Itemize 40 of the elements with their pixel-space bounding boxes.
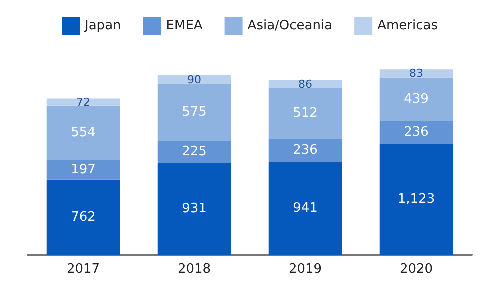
- data-label: 1,123: [398, 192, 436, 208]
- bar: [380, 121, 454, 144]
- bar: [380, 78, 454, 122]
- data-label: 575: [182, 105, 207, 120]
- bar: [268, 88, 342, 139]
- data-label: 90: [188, 73, 202, 86]
- data-label: 941: [293, 201, 318, 216]
- x-tick-label: 2018: [178, 262, 212, 277]
- legend-label: Americas: [378, 18, 438, 34]
- bar: [158, 76, 232, 84]
- bar: [380, 70, 454, 78]
- bar: [46, 98, 120, 106]
- data-label: 762: [71, 210, 96, 225]
- x-tick-label: 2017: [66, 262, 100, 277]
- data-label: 83: [410, 67, 424, 80]
- data-label: 554: [71, 126, 96, 141]
- data-label: 236: [293, 143, 318, 158]
- bar: [46, 160, 120, 180]
- legend-label: Japan: [84, 18, 122, 34]
- bar: [158, 141, 232, 164]
- data-label: 86: [298, 78, 312, 91]
- data-label: 225: [182, 144, 207, 160]
- legend-label: EMEA: [166, 18, 203, 34]
- bar: [268, 138, 342, 162]
- bar: [46, 106, 120, 160]
- legend-label: Asia/Oceania: [248, 18, 333, 34]
- data-label: 439: [404, 92, 429, 107]
- bar: [46, 180, 120, 255]
- bar: [380, 144, 454, 255]
- bar: [158, 163, 232, 255]
- bar: [158, 84, 232, 142]
- x-tick-label: 2020: [400, 262, 434, 277]
- data-label: 236: [404, 125, 429, 140]
- data-label: 72: [76, 96, 90, 109]
- bar: [268, 162, 342, 255]
- data-label: 197: [71, 162, 96, 178]
- x-tick-label: 2019: [288, 262, 322, 277]
- bar: [268, 80, 342, 89]
- data-label: 512: [293, 106, 318, 122]
- data-label: 931: [182, 202, 207, 217]
